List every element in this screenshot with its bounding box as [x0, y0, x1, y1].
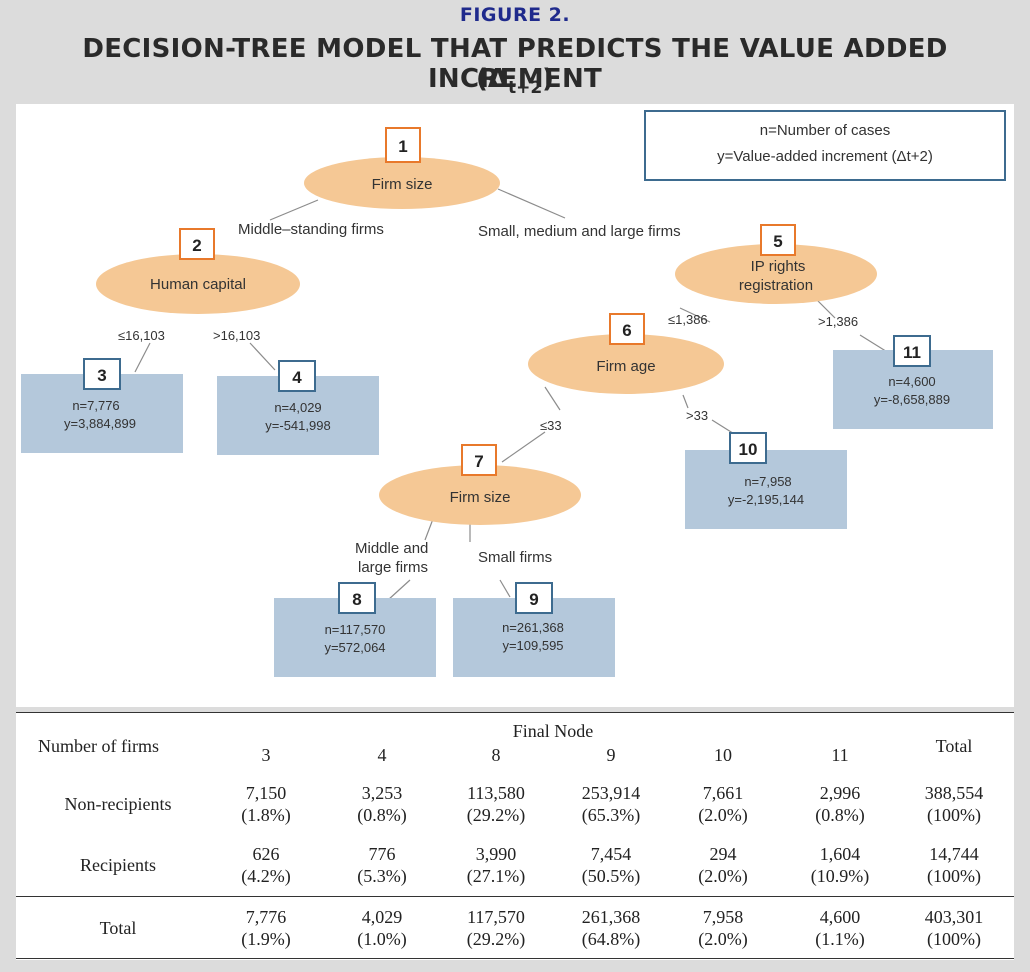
table-cell: 3,253 (0.8%) — [357, 783, 407, 825]
table-cell: 1,604 (10.9%) — [810, 844, 870, 886]
table-cell: 4,029 (1.0%) — [357, 907, 407, 949]
split-label-1: Firm size — [372, 176, 433, 193]
col-header-node: 9 — [606, 745, 616, 765]
table-cell: 2,996 (0.8%) — [815, 783, 865, 825]
split-node-7 — [379, 465, 581, 525]
badge-node-10 — [729, 432, 767, 464]
table-cell: 14,744 (100%) — [927, 844, 981, 886]
leaf-n-8: n=117,570 — [325, 622, 386, 637]
col-header-node: 10 — [714, 745, 732, 765]
badge-node-9 — [515, 582, 553, 614]
legend-n: n=Number of cases — [759, 122, 891, 139]
badge-text-3: 3 — [97, 366, 106, 385]
edge-label-gt-33: >33 — [686, 408, 708, 423]
edge-label-middle-standing: Middle–standing firms — [238, 221, 384, 238]
badge-text-7: 7 — [474, 452, 483, 471]
col-header-node: 4 — [377, 745, 387, 765]
badge-node-8 — [338, 582, 376, 614]
leaf-y-11: y=-8,658,889 — [874, 392, 950, 407]
badge-node-6 — [609, 313, 645, 345]
figure-title: DECISION-TREE MODEL THAT PREDICTS THE VA… — [82, 34, 948, 94]
legend-y: y=Value-added increment (Δt+2) — [717, 148, 933, 165]
table-cell: 403,301 (100%) — [924, 907, 984, 949]
table-cell: 261,368 (64.8%) — [581, 907, 641, 949]
leaf-y-9: y=109,595 — [502, 638, 563, 653]
edge-label-small-firms: Small firms — [478, 549, 552, 566]
badge-text-10: 10 — [739, 440, 758, 459]
badge-node-7 — [461, 444, 497, 476]
badge-node-11 — [893, 335, 931, 367]
split-node-2 — [96, 254, 300, 314]
edge-label-middle-large-1: Middle and — [355, 540, 428, 557]
table-cell: 4,600 (1.1%) — [815, 907, 865, 949]
split-node-6 — [528, 334, 724, 394]
badge-node-1 — [385, 127, 421, 163]
badge-text-4: 4 — [292, 368, 302, 387]
leaf-n-11: n=4,600 — [888, 374, 935, 389]
split-node-1 — [304, 157, 500, 209]
table-cell: 7,958 (2.0%) — [698, 907, 748, 949]
badge-text-5: 5 — [773, 232, 782, 251]
row-label: Recipients — [80, 855, 156, 875]
table-cell: 253,914 (65.3%) — [581, 783, 641, 825]
badge-text-11: 11 — [903, 343, 921, 362]
table-cell: 113,580 (29.2%) — [466, 783, 526, 825]
badge-node-2 — [179, 228, 215, 260]
col-header-node: 8 — [491, 745, 501, 765]
table-cell: 388,554 (100%) — [924, 783, 984, 825]
table-cell: 3,990 (27.1%) — [466, 844, 526, 886]
split-label-5a: IP rights — [751, 258, 806, 275]
edge-label-middle-large-2: large firms — [358, 559, 428, 576]
leaf-y-4: y=-541,998 — [265, 418, 330, 433]
table-cell: 294 (2.0%) — [698, 844, 748, 886]
leaf-n-10: n=7,958 — [744, 474, 791, 489]
figure-title-symbol: (Δt+2) — [475, 64, 555, 98]
decision-tree: 1 2 5 6 7 3 4 11 10 8 9 Firm size Human … — [21, 127, 993, 677]
leaf-y-8: y=572,064 — [324, 640, 385, 655]
leaf-n-3: n=7,776 — [72, 398, 119, 413]
row-label: Total — [99, 918, 137, 938]
edge-label-le-33: ≤33 — [540, 418, 562, 433]
legend-box: n=Number of cases y=Value-added incremen… — [644, 110, 1006, 181]
badge-text-6: 6 — [622, 321, 631, 340]
badge-text-1: 1 — [398, 137, 407, 156]
table-cell: 117,570 (29.2%) — [466, 907, 526, 949]
badge-node-5 — [760, 224, 796, 256]
badge-text-9: 9 — [529, 590, 538, 609]
table-cell: 7,454 (50.5%) — [581, 844, 641, 886]
split-label-2: Human capital — [150, 276, 246, 293]
col-header-node: 11 — [831, 745, 849, 765]
figure-label: FIGURE 2. — [459, 4, 571, 26]
split-node-5 — [675, 244, 877, 304]
table-cell: 7,150 (1.8%) — [241, 783, 291, 825]
table-group-header: Final Node — [512, 721, 594, 741]
badge-node-4 — [278, 360, 316, 392]
leaf-y-3: y=3,884,899 — [64, 416, 136, 431]
leaf-n-9: n=261,368 — [502, 620, 564, 635]
edge-label-small-medium-large: Small, medium and large firms — [478, 223, 681, 240]
badge-node-3 — [83, 358, 121, 390]
edge-label-le-16103: ≤16,103 — [118, 328, 165, 343]
edge-label-gt-16103: >16,103 — [213, 328, 260, 343]
final-node-table: Number of firms Final Node Total 3 4 8 9… — [16, 712, 1014, 960]
table-cell: 626 (4.2%) — [241, 844, 291, 886]
badge-text-8: 8 — [352, 590, 361, 609]
table-cell: 7,661 (2.0%) — [698, 783, 748, 825]
row-label: Non-recipients — [64, 794, 172, 814]
badge-text-2: 2 — [192, 236, 201, 255]
leaf-n-4: n=4,029 — [274, 400, 321, 415]
leaf-y-10: y=-2,195,144 — [728, 492, 804, 507]
edge-label-le-1386: ≤1,386 — [668, 312, 708, 327]
split-label-5b: registration — [739, 277, 813, 294]
table-total-header: Total — [935, 736, 973, 756]
table-cell: 7,776 (1.9%) — [241, 907, 291, 949]
edge-label-gt-1386: >1,386 — [818, 314, 858, 329]
table-corner-label: Number of firms — [38, 736, 159, 756]
table-cell: 776 (5.3%) — [357, 844, 407, 886]
col-header-node: 3 — [261, 745, 271, 765]
split-label-7: Firm size — [450, 489, 511, 506]
split-label-6: Firm age — [596, 358, 655, 375]
